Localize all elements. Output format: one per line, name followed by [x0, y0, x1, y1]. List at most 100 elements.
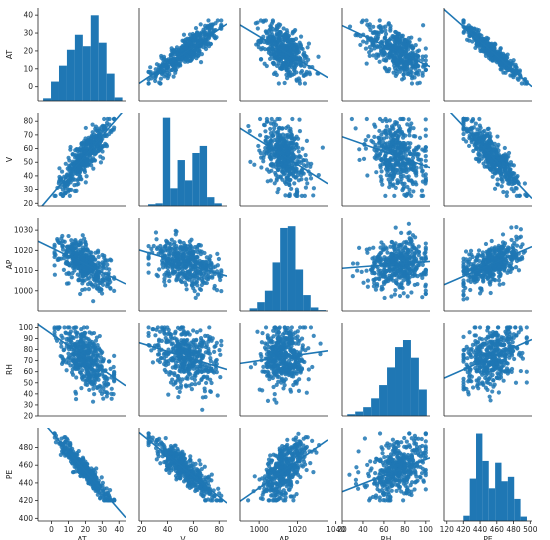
scatter-point	[404, 62, 409, 67]
panel-AT-vs-AP	[239, 8, 328, 102]
scatter-point	[372, 134, 377, 139]
scatter-point	[247, 128, 252, 134]
scatter-point	[400, 46, 405, 51]
scatter-point	[74, 155, 80, 160]
scatter-point	[297, 81, 303, 86]
scatter-point	[70, 173, 75, 179]
scatter-point	[461, 119, 466, 124]
scatter-point	[365, 278, 371, 283]
scatter-point	[53, 193, 58, 198]
scatter-point	[488, 159, 494, 164]
scatter-point	[257, 116, 263, 122]
scatter-point	[179, 266, 185, 271]
scatter-point	[466, 143, 472, 149]
scatter-point	[383, 66, 388, 71]
scatter-point	[101, 278, 106, 283]
scatter-point	[388, 129, 393, 134]
scatter-point	[401, 169, 407, 174]
scatter-point	[397, 69, 403, 74]
scatter-point	[78, 269, 83, 274]
panel-V-vs-V	[138, 113, 227, 207]
scatter-point	[185, 258, 190, 263]
scatter-point	[90, 260, 95, 266]
scatter-point	[378, 165, 383, 170]
scatter-point	[401, 42, 406, 48]
scatter-point	[303, 185, 309, 190]
scatter-point	[516, 268, 522, 273]
scatter-point	[399, 256, 404, 261]
scatter-point	[52, 251, 57, 256]
scatter-point	[384, 119, 389, 124]
scatter-point	[409, 121, 414, 126]
scatter-point	[248, 159, 253, 164]
scatter-point	[416, 249, 422, 254]
scatter-point	[180, 38, 185, 43]
scatter-point	[187, 32, 193, 37]
hist-bar	[162, 117, 171, 206]
scatter-point	[486, 144, 491, 149]
scatter-point	[391, 70, 396, 75]
scatter-point	[274, 72, 279, 78]
scatter-point	[490, 165, 495, 170]
scatter-point	[256, 143, 261, 149]
hist-bar	[199, 145, 208, 206]
scatter-point	[189, 282, 194, 287]
scatter-point	[495, 177, 500, 182]
scatter-point	[461, 297, 466, 302]
scatter-point	[88, 280, 93, 285]
scatter-point	[303, 72, 309, 77]
scatter-point	[274, 26, 279, 32]
scatter-point	[60, 193, 66, 198]
scatter-point	[474, 42, 479, 47]
scatter-point	[522, 181, 528, 186]
scatter-point	[255, 26, 260, 31]
scatter-point	[416, 244, 421, 249]
y-tick-label: 1020	[14, 246, 33, 255]
scatter-point	[394, 253, 399, 258]
scatter-point	[409, 66, 414, 71]
scatter-point	[376, 145, 382, 150]
scatter-point	[414, 71, 419, 76]
panel-AP-vs-AP	[239, 218, 328, 312]
scatter-point	[280, 132, 286, 137]
scatter-point	[400, 246, 405, 251]
scatter-point	[268, 178, 273, 183]
scatter-point	[394, 58, 399, 63]
scatter-point	[477, 123, 482, 128]
scatter-point	[282, 61, 287, 67]
scatter-point	[423, 133, 428, 138]
regression-line	[342, 260, 430, 270]
scatter-point	[175, 273, 180, 278]
scatter-point	[492, 186, 498, 191]
scatter-point	[274, 63, 280, 69]
scatter-point	[80, 233, 85, 238]
scatter-point	[64, 249, 69, 255]
scatter-point	[294, 166, 299, 172]
scatter-point	[52, 254, 57, 260]
scatter-point	[66, 155, 71, 160]
scatter-point	[509, 61, 514, 66]
scatter-point	[402, 273, 407, 278]
scatter-point	[484, 39, 489, 44]
scatter-point	[290, 141, 295, 146]
scatter-point	[208, 265, 214, 270]
scatter-point	[406, 40, 412, 45]
scatter-point	[391, 37, 396, 42]
scatter-point	[382, 35, 387, 41]
scatter-point	[167, 245, 172, 250]
scatter-point	[264, 63, 269, 69]
scatter-point	[105, 262, 110, 267]
scatter-point	[403, 255, 408, 260]
scatter-point	[296, 76, 302, 81]
scatter-point	[284, 64, 289, 69]
scatter-point	[377, 116, 383, 122]
scatter-point	[409, 60, 414, 65]
scatter-point	[384, 269, 389, 274]
scatter-point	[184, 287, 189, 292]
scatter-point	[407, 271, 413, 276]
scatter-point	[505, 178, 510, 183]
scatter-point	[515, 174, 520, 179]
scatter-point	[185, 255, 190, 260]
scatter-point	[152, 76, 158, 81]
scatter-point	[420, 295, 425, 300]
